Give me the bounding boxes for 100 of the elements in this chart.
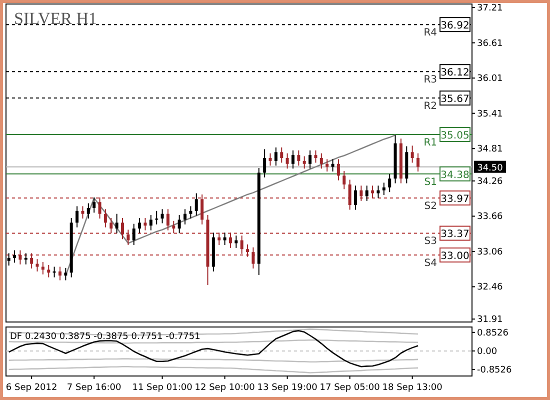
candlestick: [92, 196, 96, 214]
candlestick: [41, 262, 44, 275]
candlestick: [104, 208, 107, 228]
candlestick: [280, 146, 284, 164]
candlestick: [218, 232, 221, 246]
y-tick-label: 34.81: [477, 144, 503, 155]
candlestick: [252, 246, 255, 270]
candlestick: [144, 217, 147, 231]
x-tick-label: 18 Sep 13:00: [382, 383, 443, 393]
x-tick-label: 11 Sep 01:00: [132, 383, 193, 393]
x-tick-label: 6 Sep 2012: [6, 383, 58, 393]
candlestick: [410, 145, 414, 164]
x-tick-label: 17 Sep 05:00: [320, 383, 380, 393]
annotation: S4: [424, 258, 437, 269]
candlestick: [98, 196, 102, 220]
candlestick: [172, 220, 176, 234]
candlestick: [263, 148, 266, 178]
candlestick: [121, 217, 124, 240]
candlestick: [166, 208, 170, 231]
y-tick-label: 33.66: [477, 212, 504, 222]
chart-title: SILVER H1: [14, 9, 97, 28]
candlestick: [138, 217, 142, 234]
candlestick: [308, 150, 312, 170]
candlestick: [274, 146, 278, 166]
annotation: R4: [424, 28, 437, 39]
candlestick: [160, 208, 164, 224]
y-tick-label: -0.8526: [477, 366, 512, 376]
line-series: [8, 366, 419, 374]
candlestick: [354, 185, 357, 210]
candlestick: [286, 152, 289, 170]
candlestick: [382, 182, 386, 196]
ref-line-label: 35.67: [440, 94, 470, 106]
candlestick: [371, 185, 374, 198]
candlestick: [326, 158, 329, 172]
y-tick-label: 36.61: [477, 38, 503, 49]
x-tick-label: 13 Sep 19:00: [257, 383, 318, 393]
ref-line-label: 36.92: [440, 20, 470, 32]
candlestick: [178, 214, 181, 234]
candlestick: [342, 170, 346, 190]
candlestick: [115, 213, 118, 234]
candlestick: [126, 229, 130, 246]
candlestick: [132, 223, 136, 246]
y-tick-label: 31.91: [477, 315, 503, 326]
candlestick: [30, 252, 34, 270]
candlestick: [18, 250, 22, 265]
line-series: [65, 134, 396, 276]
annotation: S1: [424, 176, 437, 188]
annotation: R2: [424, 101, 437, 112]
annotation: R1: [424, 137, 437, 148]
candlestick: [365, 185, 368, 202]
y-tick-label: 32.46: [477, 282, 504, 293]
text: DF 0.2430 0.3875 -0.3875 0.7751 -0.7751: [10, 332, 200, 342]
candlestick: [302, 156, 306, 170]
candlestick: [184, 208, 187, 225]
x-tick-label: 7 Sep 16:00: [66, 383, 122, 393]
candlestick: [331, 158, 334, 172]
candlestick: [240, 235, 244, 254]
ref-line-label: 33.00: [440, 250, 470, 262]
candlestick: [388, 173, 392, 193]
candlestick: [297, 150, 300, 166]
ref-line-label: 34.38: [440, 170, 470, 181]
candlestick: [58, 266, 62, 281]
candlestick: [314, 150, 318, 164]
y-tick-label: 35.41: [477, 109, 503, 120]
annotation: S2: [424, 200, 437, 212]
ref-line-label: 33.37: [440, 229, 470, 240]
annotation: R3: [424, 74, 437, 86]
candlestick: [81, 206, 84, 220]
candlestick: [268, 152, 272, 166]
y-tick-label: 36.01: [477, 74, 503, 84]
candlestick: [86, 202, 90, 220]
candlestick: [76, 206, 79, 228]
annotation: S3: [424, 236, 437, 248]
y-tick-label: 37.21: [477, 4, 503, 14]
candlestick: [194, 192, 198, 216]
candlestick: [189, 206, 192, 220]
candlestick: [360, 185, 363, 202]
y-tick-label: 34.26: [477, 176, 504, 187]
candlestick: [223, 232, 226, 246]
ref-line-label: 34.50: [477, 163, 504, 174]
candlestick: [291, 150, 294, 170]
y-tick-label: 0.00: [477, 346, 498, 357]
candlestick: [149, 214, 152, 231]
x-tick-label: 12 Sep 10:00: [194, 383, 256, 393]
line-series: [8, 330, 419, 368]
candlestick: [348, 179, 352, 210]
candlestick: [47, 264, 50, 278]
ref-line-label: 33.97: [440, 194, 470, 205]
candlestick: [336, 158, 340, 181]
candlestick: [320, 152, 323, 170]
ref-line-label: 36.12: [440, 68, 470, 79]
candlestick: [13, 250, 16, 264]
candlestick: [416, 152, 420, 172]
candlestick: [200, 194, 204, 225]
candlestick: [64, 267, 68, 281]
candlestick: [246, 244, 250, 258]
y-tick-label: 33.06: [477, 247, 504, 258]
candlestick: [376, 185, 380, 198]
candlestick: [228, 232, 232, 248]
ref-line-label: 35.05: [440, 130, 470, 142]
